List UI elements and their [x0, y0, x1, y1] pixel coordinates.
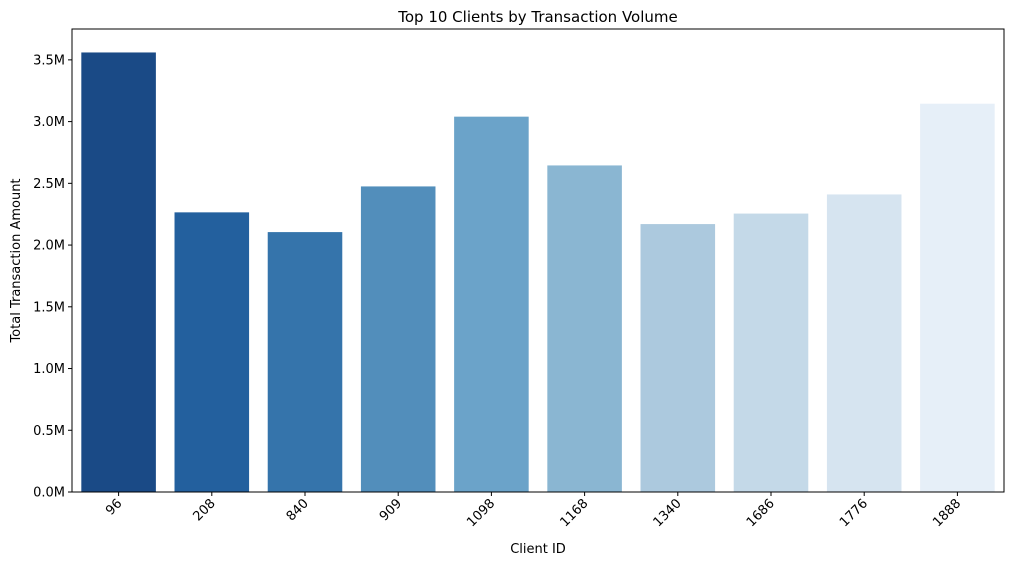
- x-tick-label: 1098: [464, 496, 498, 530]
- x-axis-label: Client ID: [510, 542, 566, 557]
- plot-frame: [71, 28, 1005, 493]
- x-tick-label: 1340: [651, 496, 685, 530]
- bar-client-1168: [547, 165, 622, 492]
- y-tick-label: 0.0M: [33, 486, 65, 501]
- y-tick-label: 1.5M: [33, 300, 65, 315]
- x-tick-label: 1888: [930, 496, 964, 530]
- y-tick-label: 2.5M: [33, 177, 65, 192]
- x-tick-label: 1168: [557, 496, 591, 530]
- y-tick-label: 2.0M: [33, 239, 65, 254]
- bar-client-208: [174, 212, 250, 492]
- x-tick-label: 909: [377, 496, 405, 524]
- x-tick-label: 1686: [744, 496, 778, 530]
- x-tick-label: 208: [190, 496, 218, 524]
- y-tick-label: 1.0M: [33, 362, 65, 377]
- bar-client-96: [81, 52, 156, 493]
- bar-client-840: [267, 232, 343, 492]
- bar-client-909: [360, 186, 436, 493]
- x-tick-label: 840: [284, 496, 312, 524]
- x-tick-label: 1776: [837, 496, 871, 530]
- bar-client-1888: [920, 103, 995, 492]
- x-axis-ticks: 96 208 840 909 1098 1168 1340 1686 1776 1888: [103, 492, 964, 530]
- bar-client-1776: [826, 194, 902, 492]
- y-tick-label: 3.0M: [33, 115, 65, 130]
- bar-client-1098: [454, 116, 529, 492]
- y-axis-label: Total Transaction Amount: [9, 178, 24, 343]
- bar-client-1686: [733, 213, 809, 492]
- y-tick-label: 3.5M: [33, 53, 65, 68]
- bar-client-1340: [640, 224, 716, 492]
- y-tick-label: 0.5M: [33, 424, 65, 439]
- x-tick-label: 96: [103, 496, 125, 518]
- chart-title: Top 10 Clients by Transaction Volume: [397, 8, 677, 26]
- y-axis-ticks: 0.0M 0.5M 1.0M 1.5M 2.0M 2.5M 3.0M 3.5M: [33, 53, 72, 501]
- bars-group: [81, 52, 995, 493]
